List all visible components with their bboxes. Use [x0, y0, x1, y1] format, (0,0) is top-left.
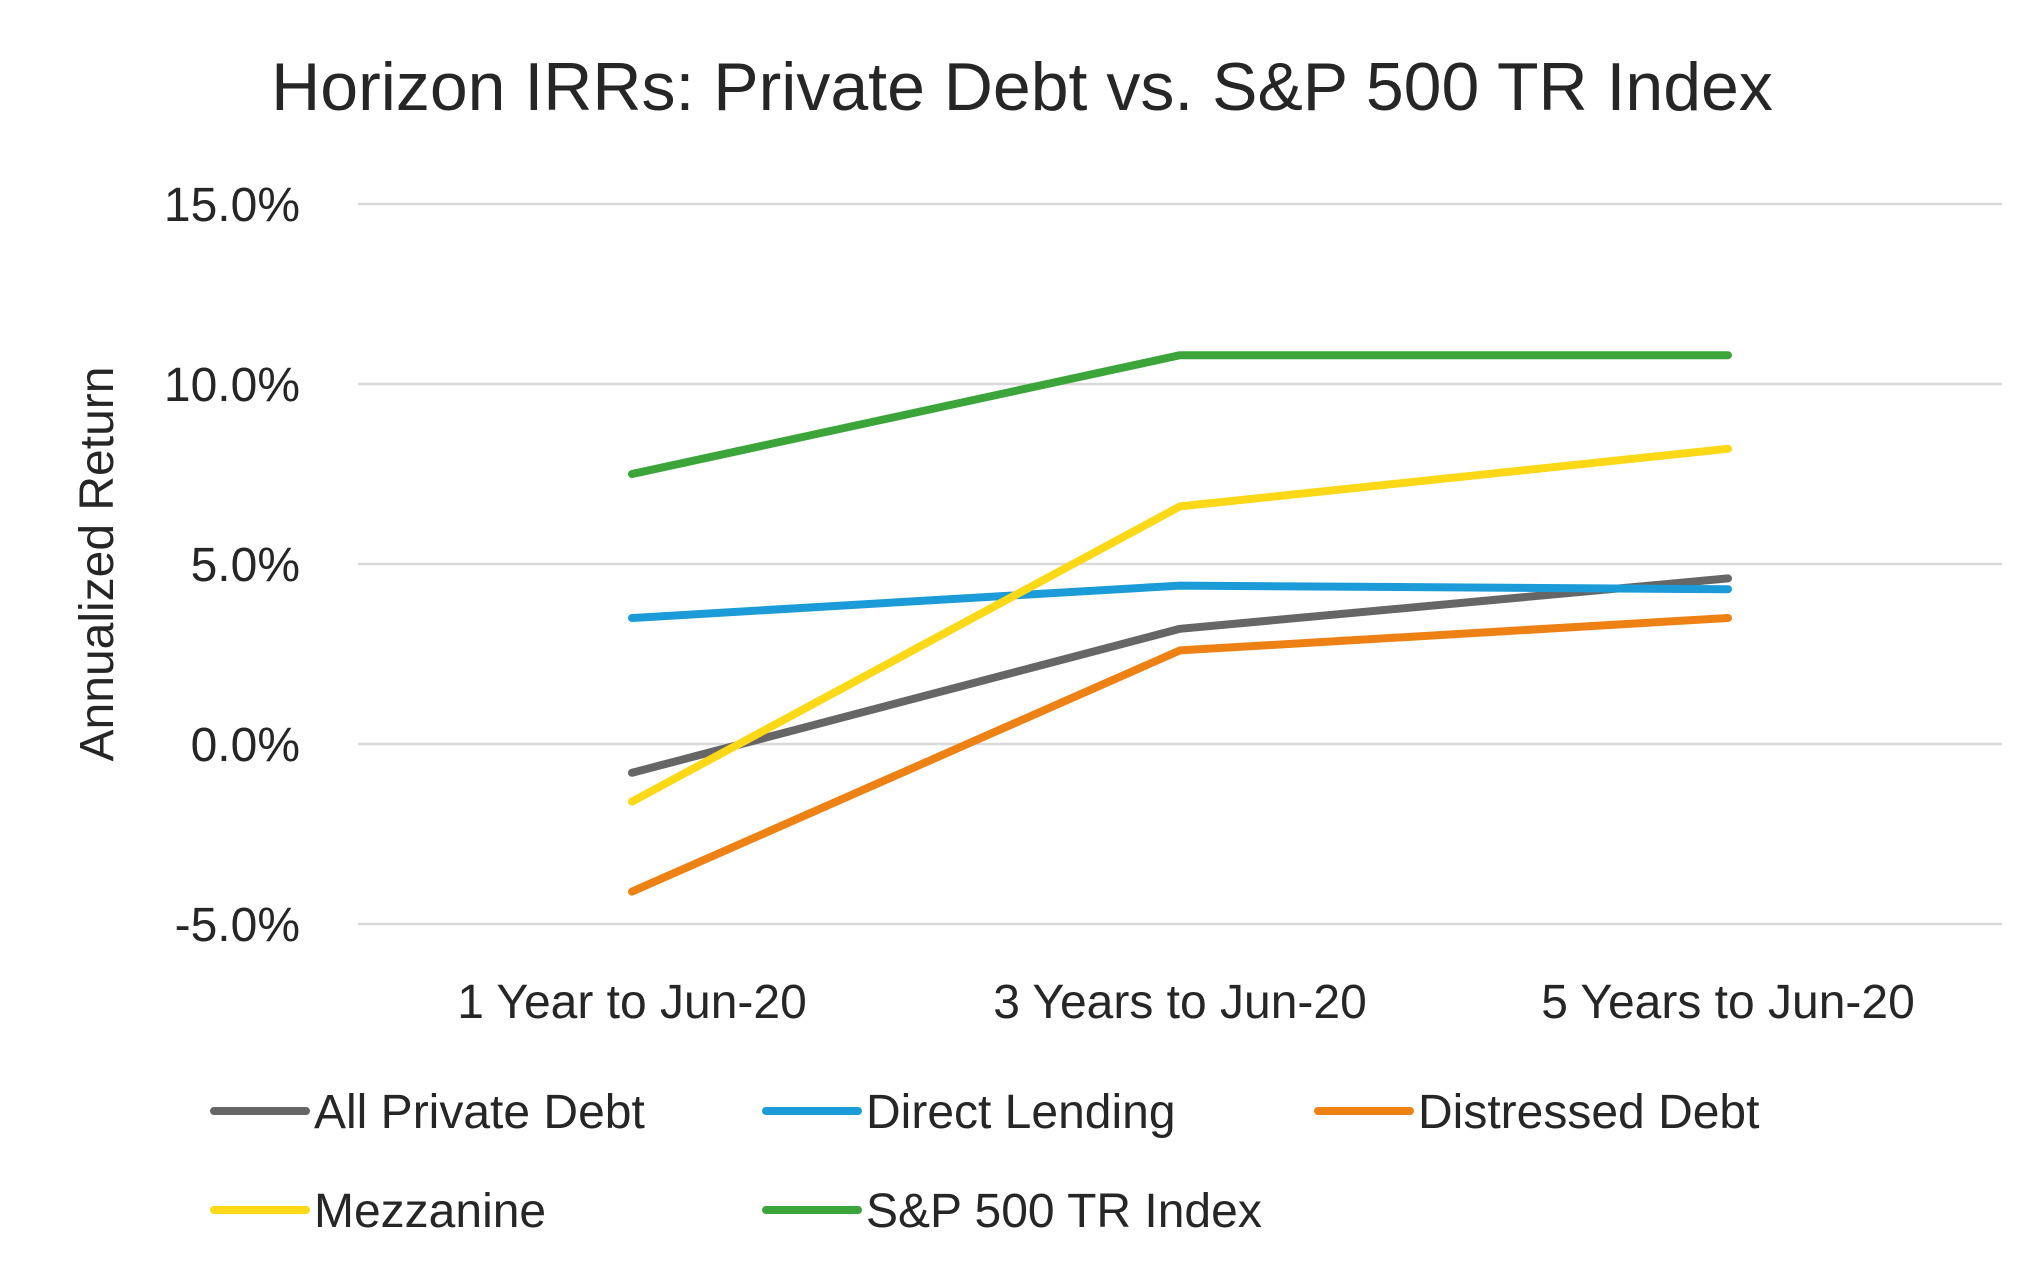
- x-tick-label: 3 Years to Jun-20: [993, 976, 1367, 1029]
- y-tick-label: 10.0%: [164, 359, 300, 412]
- legend-item-distressed-debt: Distressed Debt: [1314, 1086, 1759, 1139]
- chart-title: Horizon IRRs: Private Debt vs. S&P 500 T…: [271, 49, 1773, 125]
- legend-label: All Private Debt: [314, 1086, 645, 1139]
- legend-item-all-private-debt: All Private Debt: [210, 1086, 645, 1139]
- legend-label: Direct Lending: [866, 1086, 1176, 1139]
- gridlines: [358, 202, 2002, 926]
- series-line-mezzanine: [628, 444, 1732, 806]
- series-line-distressed-debt: [628, 614, 1732, 896]
- y-tick-label: 15.0%: [164, 179, 300, 232]
- y-tick-label: 5.0%: [191, 539, 300, 592]
- series-lines: [628, 351, 1732, 896]
- legend-label: Mezzanine: [314, 1185, 546, 1238]
- legend-item-mezzanine: Mezzanine: [210, 1185, 546, 1238]
- series-line-all-private-debt: [628, 574, 1732, 777]
- y-axis-title: Annualized Return: [71, 367, 124, 762]
- x-tick-label: 1 Year to Jun-20: [457, 976, 807, 1029]
- series-line-s-p-500-tr-index: [628, 351, 1732, 478]
- legend-label: Distressed Debt: [1418, 1086, 1759, 1139]
- x-tick-label: 5 Years to Jun-20: [1541, 976, 1915, 1029]
- legend-item-direct-lending: Direct Lending: [762, 1086, 1176, 1139]
- legend: All Private Debt Direct Lending Distressed…: [210, 1086, 1759, 1238]
- x-axis-tick-labels: 1 Year to Jun-20 3 Years to Jun-20 5 Years…: [457, 976, 1915, 1029]
- legend-item-s-p-500-tr-index: S&P 500 TR Index: [762, 1185, 1262, 1238]
- y-tick-label: 0.0%: [191, 719, 300, 772]
- y-tick-label: -5.0%: [175, 899, 300, 952]
- legend-label: S&P 500 TR Index: [866, 1185, 1262, 1238]
- y-axis-tick-labels: -5.0% 0.0% 5.0% 10.0% 15.0%: [164, 179, 300, 952]
- series-line-direct-lending: [628, 581, 1732, 622]
